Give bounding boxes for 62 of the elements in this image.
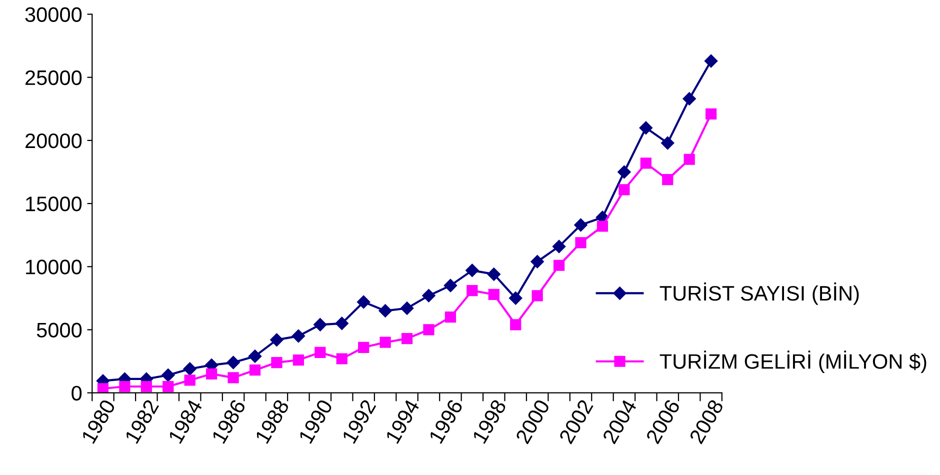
point xyxy=(530,255,544,268)
y-tick-label: 30000 xyxy=(25,7,82,22)
point xyxy=(466,285,478,296)
point xyxy=(509,292,522,305)
point xyxy=(184,374,196,386)
point xyxy=(140,380,152,392)
point xyxy=(682,92,696,106)
point xyxy=(639,121,652,134)
point xyxy=(444,312,456,323)
point xyxy=(466,264,479,278)
point xyxy=(206,368,218,380)
point xyxy=(661,136,674,150)
point xyxy=(357,295,370,309)
point xyxy=(249,364,261,376)
point xyxy=(423,324,434,336)
legend-label: TURİZM GELİRİ (MİLYON $) xyxy=(660,350,926,373)
point xyxy=(422,289,436,302)
y-tick-label: 5000 xyxy=(36,322,82,338)
point xyxy=(596,220,608,232)
point xyxy=(335,316,348,330)
point xyxy=(97,383,109,393)
point xyxy=(226,356,240,370)
point xyxy=(640,158,652,169)
point xyxy=(228,372,239,384)
point xyxy=(684,154,695,165)
point xyxy=(706,108,717,120)
point xyxy=(292,354,304,366)
point xyxy=(488,288,500,300)
point xyxy=(248,350,262,363)
point xyxy=(662,174,674,186)
point xyxy=(292,329,306,343)
point xyxy=(270,333,284,346)
point xyxy=(574,218,588,232)
point xyxy=(618,184,630,196)
point xyxy=(162,368,175,382)
point xyxy=(380,336,391,348)
point xyxy=(271,356,282,368)
y-tick-label: 10000 xyxy=(26,260,82,274)
y-tick-label: 15000 xyxy=(26,196,82,212)
point xyxy=(552,240,566,254)
legend-label: TURİST SAYISI (BİN) xyxy=(660,282,859,305)
point xyxy=(401,333,413,344)
point xyxy=(444,278,458,292)
point xyxy=(553,260,565,271)
point xyxy=(358,342,370,353)
point xyxy=(314,318,327,332)
point xyxy=(378,304,392,318)
point xyxy=(575,237,586,248)
point xyxy=(704,54,718,68)
point xyxy=(119,380,130,392)
y-tick-label: 25000 xyxy=(26,70,82,86)
point xyxy=(183,362,196,376)
point xyxy=(162,380,174,392)
point xyxy=(510,319,522,330)
point xyxy=(618,165,631,179)
point xyxy=(314,346,326,358)
y-tick-label: 0 xyxy=(72,386,82,401)
y-tick-label: 20000 xyxy=(26,133,82,148)
point xyxy=(532,290,543,302)
point xyxy=(487,268,500,281)
point xyxy=(336,353,348,364)
point xyxy=(400,302,414,315)
